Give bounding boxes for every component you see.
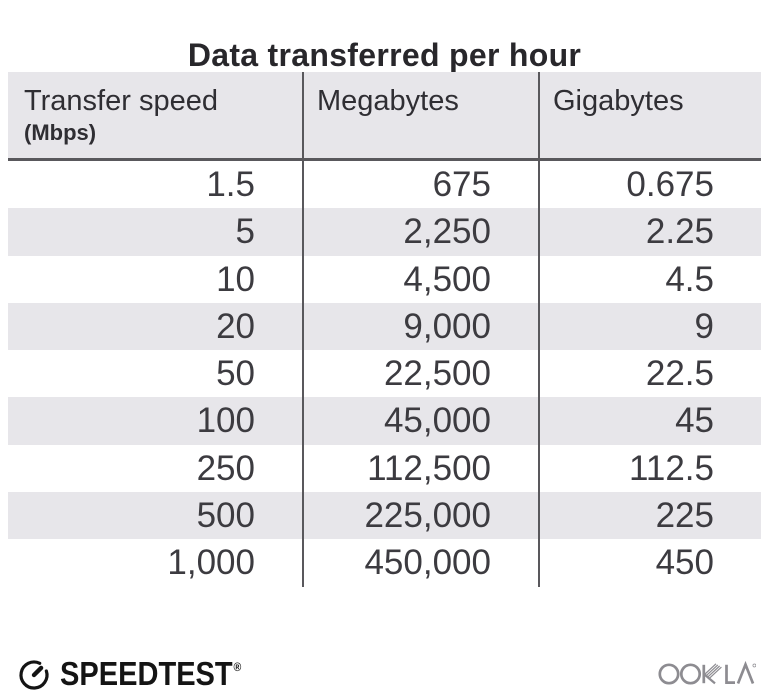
column-header-megabytes: Megabytes	[302, 72, 538, 158]
cell-transfer-speed-mbps: 20	[216, 306, 255, 346]
data-table: Transfer speed (Mbps) Megabytes Gigabyte…	[8, 72, 761, 587]
cell-megabytes: 45,000	[302, 397, 538, 445]
column-header-unit: (Mbps)	[24, 120, 97, 145]
registered-trademark-symbol: ®	[233, 660, 242, 674]
cell-gigabytes: 450	[538, 539, 761, 587]
cell-megabytes: 9,000	[302, 302, 538, 351]
table-row: 500 225,000 225	[8, 492, 761, 540]
speedtest-wordmark-text: SPEEDTEST	[60, 655, 233, 692]
cell-transfer-speed-mbps: 5	[235, 212, 255, 252]
table-row: 250 112,500 112.5	[8, 444, 761, 493]
table-row: 50 22,500 22.5	[8, 350, 761, 398]
cell-megabytes: 225,000	[302, 492, 538, 540]
cell-gigabytes: 9	[538, 302, 761, 351]
cell-gigabytes: 45	[538, 397, 761, 445]
cell-gigabytes: 0.675	[538, 161, 761, 209]
cell-transfer-speed-mbps: 10	[216, 259, 255, 299]
cell-transfer-speed-mbps: 250	[196, 448, 255, 488]
cell-transfer-speed-mbps: 500	[196, 496, 255, 536]
table-row: 1,000 450,000 450	[8, 539, 761, 587]
table-row: 20 9,000 9	[8, 302, 761, 351]
cell-gigabytes: 112.5	[538, 444, 761, 493]
cell-megabytes: 2,250	[302, 208, 538, 256]
cell-transfer-speed-mbps: 1.5	[206, 165, 255, 204]
page-title: Data transferred per hour	[187, 37, 582, 74]
cell-transfer-speed-mbps: 50	[216, 354, 255, 394]
speedtest-logo: SPEEDTEST®	[17, 655, 266, 693]
cell-transfer-speed-mbps: 1,000	[167, 543, 255, 583]
table-row: 5 2,250 2.25	[8, 208, 761, 256]
cell-transfer-speed-mbps: 100	[196, 401, 255, 441]
cell-gigabytes: 2.25	[538, 208, 761, 256]
table-header-row: Transfer speed (Mbps) Megabytes Gigabyte…	[8, 72, 761, 161]
cell-megabytes: 675	[302, 161, 538, 209]
table-row: 10 4,500 4.5	[8, 255, 761, 303]
ookla-logo	[658, 660, 756, 685]
column-header-label: Megabytes	[317, 85, 459, 117]
table-row: 1.5 675 0.675	[8, 161, 761, 209]
table-row: 100 45,000 45	[8, 397, 761, 445]
speedtest-wordmark: SPEEDTEST®	[60, 655, 241, 693]
cell-gigabytes: 22.5	[538, 350, 761, 398]
speedtest-gauge-icon	[19, 660, 49, 690]
column-header-label: Transfer speed	[24, 85, 218, 117]
column-header-gigabytes: Gigabytes	[538, 72, 761, 158]
cell-gigabytes: 225	[538, 492, 761, 540]
cell-megabytes: 4,500	[302, 255, 538, 303]
cell-megabytes: 450,000	[302, 539, 538, 587]
cell-megabytes: 22,500	[302, 350, 538, 398]
column-header-label: Gigabytes	[553, 85, 684, 117]
cell-megabytes: 112,500	[302, 444, 538, 493]
table-body: 1.5 675 0.675 5 2,250 2.25 10 4,500 4.5 20 9,000 9 5…	[8, 161, 761, 587]
cell-gigabytes: 4.5	[538, 255, 761, 303]
column-header-transfer-speed: Transfer speed (Mbps)	[8, 72, 302, 158]
